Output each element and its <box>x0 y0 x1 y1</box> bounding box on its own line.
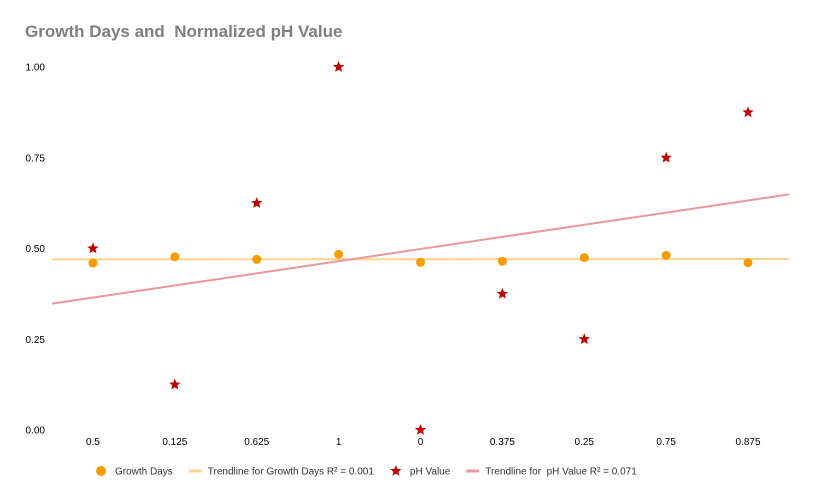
y-tick-label: 0.00 <box>26 426 46 437</box>
ph-value-point <box>660 151 672 163</box>
growth-days-point <box>579 253 589 263</box>
legend: Growth Days Trendline for Growth Days R² … <box>96 465 637 478</box>
growth-days-point <box>88 258 98 268</box>
ph-value-point <box>169 378 181 390</box>
legend-label: Trendline for Growth Days R² = 0.001 <box>208 467 375 478</box>
growth-days-point <box>497 256 507 266</box>
growth-days-point <box>743 258 753 268</box>
x-tick-label: 0.625 <box>244 437 269 448</box>
x-tick-label: 1 <box>336 437 342 448</box>
x-tick-label: 0.375 <box>490 437 515 448</box>
legend-ph-value-marker <box>390 465 402 476</box>
ph-value-point <box>87 242 99 254</box>
trendline <box>51 193 790 305</box>
y-tick-label: 0.50 <box>26 244 46 255</box>
ph-value-point <box>742 106 754 118</box>
legend-growth-days-marker <box>96 466 106 476</box>
ph-value-point <box>496 287 509 299</box>
x-axis-ticks: 0.5 0.125 0.625 1 0 0.375 0.25 0.75 0.875 <box>86 437 761 448</box>
x-tick-label: 0.125 <box>162 437 187 448</box>
legend-label: Trendline for pH Value R² = 0.071 <box>485 467 637 478</box>
ph-value-point <box>251 197 263 208</box>
y-tick-label: 1.00 <box>26 63 46 74</box>
growth-days-point <box>661 250 671 260</box>
y-axis-ticks: 0.00 0.25 0.50 0.75 1.00 <box>26 63 46 437</box>
x-tick-label: 0 <box>418 437 424 448</box>
growth-days-point <box>334 249 344 259</box>
y-tick-label: 0.25 <box>26 335 46 346</box>
trendlines <box>51 193 790 305</box>
growth-days-point <box>170 252 180 262</box>
legend-label: pH Value <box>410 467 451 478</box>
y-tick-label: 0.75 <box>26 153 46 164</box>
growth-days-point <box>416 257 425 267</box>
x-tick-label: 0.875 <box>736 437 761 448</box>
x-tick-label: 0.25 <box>575 437 595 448</box>
legend-label: Growth Days <box>115 467 173 478</box>
growth-days-point <box>252 254 262 264</box>
chart-title: Growth Days and Normalized pH Value <box>25 22 343 41</box>
x-tick-label: 0.75 <box>656 437 676 448</box>
ph-value-point <box>414 424 427 435</box>
data-points <box>87 61 754 435</box>
ph-value-point <box>332 61 345 72</box>
x-tick-label: 0.5 <box>86 437 100 448</box>
ph-value-point <box>578 333 590 345</box>
